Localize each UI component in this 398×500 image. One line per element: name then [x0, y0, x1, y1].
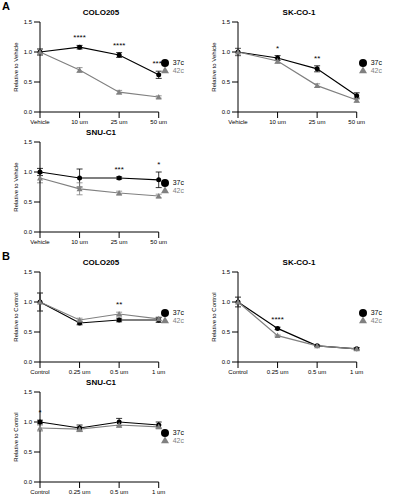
svg-text:0.25 um: 0.25 um [267, 369, 289, 375]
html-text:A: A [2, 0, 10, 12]
svg-text:Control: Control [30, 369, 49, 375]
svg-text:1.0: 1.0 [24, 299, 33, 305]
svg-text:****: **** [271, 315, 283, 324]
html-text:37c: 37c [172, 428, 184, 436]
html-text:SNU-C1: SNU-C1 [86, 128, 116, 137]
html-text:42c: 42c [370, 317, 382, 324]
svg-text:0.5: 0.5 [24, 329, 33, 335]
svg-text:0.5: 0.5 [24, 79, 33, 85]
svg-text:0.5: 0.5 [222, 329, 231, 335]
svg-text:25 um: 25 um [309, 119, 326, 125]
html-text:42c: 42c [172, 437, 184, 444]
html-text:37c: 37c [370, 308, 382, 316]
svg-text:Vehicle: Vehicle [30, 119, 50, 125]
svg-text:Relative to Vehicle: Relative to Vehicle [211, 42, 217, 92]
svg-text:1.5: 1.5 [24, 139, 33, 145]
svg-text:****: **** [113, 41, 125, 50]
svg-text:1.0: 1.0 [24, 169, 33, 175]
svg-text:1.0: 1.0 [24, 49, 33, 55]
svg-text:10 um: 10 um [71, 239, 88, 245]
svg-text:10 um: 10 um [71, 119, 88, 125]
svg-text:Relative to Control: Relative to Control [211, 292, 217, 341]
svg-text:0.0: 0.0 [24, 229, 33, 235]
html-text:COLO205: COLO205 [82, 8, 120, 17]
html-text:37c: 37c [172, 58, 184, 66]
svg-text:Vehicle: Vehicle [228, 119, 248, 125]
svg-text:0.25 um: 0.25 um [69, 369, 91, 375]
svg-text:****: **** [73, 33, 85, 42]
svg-text:0.5 um: 0.5 um [110, 489, 128, 495]
svg-text:1.0: 1.0 [222, 49, 231, 55]
svg-text:Vehicle: Vehicle [30, 239, 50, 245]
svg-text:Control: Control [228, 369, 247, 375]
svg-text:****: **** [152, 59, 164, 68]
html-text:37c: 37c [370, 58, 382, 66]
html-text:SK-CO-1: SK-CO-1 [282, 258, 316, 267]
svg-text:25 um: 25 um [111, 119, 128, 125]
svg-text:25 um: 25 um [111, 239, 128, 245]
svg-text:0.25 um: 0.25 um [69, 489, 91, 495]
svg-text:**: ** [314, 54, 320, 63]
svg-text:1.0: 1.0 [24, 419, 33, 425]
svg-text:**: ** [116, 300, 122, 309]
html-text:42c: 42c [172, 317, 184, 324]
svg-text:*: * [157, 160, 160, 169]
svg-text:0.0: 0.0 [24, 359, 33, 365]
html-text:37c: 37c [172, 178, 184, 186]
svg-text:0.5: 0.5 [24, 449, 33, 455]
svg-text:50 um: 50 um [150, 239, 167, 245]
svg-text:1.5: 1.5 [222, 19, 231, 25]
svg-text:***: *** [114, 165, 123, 174]
svg-text:1.0: 1.0 [222, 299, 231, 305]
svg-text:1.5: 1.5 [24, 269, 33, 275]
svg-text:1.5: 1.5 [222, 269, 231, 275]
svg-text:0.0: 0.0 [222, 359, 231, 365]
svg-text:0.0: 0.0 [24, 479, 33, 485]
html-text:42c: 42c [370, 67, 382, 74]
svg-text:0.0: 0.0 [24, 109, 33, 115]
svg-text:1 um: 1 um [152, 489, 165, 495]
svg-text:1.5: 1.5 [24, 19, 33, 25]
svg-text:Relative to Vehicle: Relative to Vehicle [13, 42, 19, 92]
svg-text:0.0: 0.0 [222, 109, 231, 115]
html-text:SNU-C1: SNU-C1 [86, 378, 116, 387]
svg-text:1.5: 1.5 [24, 389, 33, 395]
svg-text:50 um: 50 um [348, 119, 365, 125]
svg-text:1 um: 1 um [152, 369, 165, 375]
html-text:42c: 42c [172, 187, 184, 194]
svg-text:0.5: 0.5 [222, 79, 231, 85]
svg-text:0.5: 0.5 [24, 199, 33, 205]
html-text:B: B [2, 250, 10, 262]
svg-text:10 um: 10 um [269, 119, 286, 125]
html-text:SK-CO-1: SK-CO-1 [282, 8, 316, 17]
svg-text:Relative to Vehicle: Relative to Vehicle [13, 162, 19, 212]
svg-text:Control: Control [30, 489, 49, 495]
svg-text:0.5 um: 0.5 um [110, 369, 128, 375]
html-text:37c: 37c [172, 308, 184, 316]
svg-text:0.5 um: 0.5 um [308, 369, 326, 375]
svg-text:Relative to Control: Relative to Control [13, 412, 19, 461]
html-text:COLO205: COLO205 [82, 258, 120, 267]
html-text:42c: 42c [172, 67, 184, 74]
svg-text:Relative to Control: Relative to Control [13, 292, 19, 341]
svg-text:1 um: 1 um [350, 369, 363, 375]
svg-text:50 um: 50 um [150, 119, 167, 125]
svg-text:*: * [276, 44, 279, 53]
svg-text:*: * [38, 408, 41, 417]
